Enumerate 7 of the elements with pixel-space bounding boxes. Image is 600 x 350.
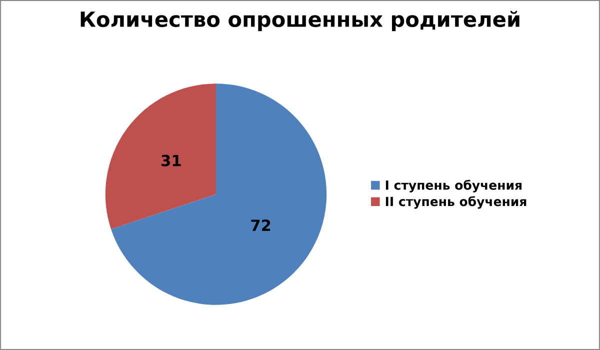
- legend-label: II ступень обучения: [386, 196, 526, 209]
- pie-slice: [105, 84, 216, 230]
- chart-title: Количество опрошенных родителей: [80, 10, 520, 32]
- data-label: 31: [162, 154, 181, 166]
- legend-label: I ступень обучения: [386, 180, 522, 192]
- data-label: 72: [251, 219, 270, 231]
- pie-slice: [111, 84, 327, 305]
